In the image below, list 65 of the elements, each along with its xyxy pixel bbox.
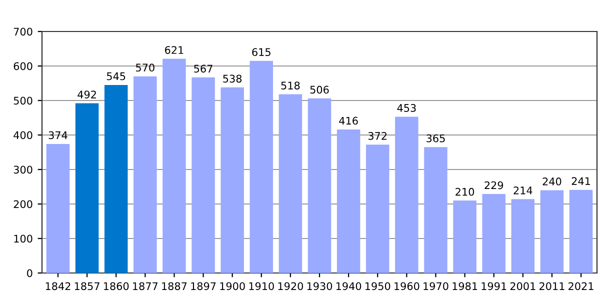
data-label: 372 xyxy=(368,132,387,140)
data-label: 374 xyxy=(48,131,68,140)
x-tick-label: 1940 xyxy=(336,282,362,290)
x-tick-label: 2021 xyxy=(568,282,594,290)
x-tick-label: 1960 xyxy=(394,282,420,290)
data-label: 621 xyxy=(165,46,184,54)
x-tick-label: 1877 xyxy=(133,282,158,290)
x-tick-label: 1910 xyxy=(249,282,274,290)
data-label: 210 xyxy=(456,188,474,196)
x-tick-label: 1857 xyxy=(74,282,100,290)
bar xyxy=(46,144,70,273)
data-label: 518 xyxy=(281,82,300,90)
x-tick-label: 1887 xyxy=(162,282,187,290)
x-tick-label: 1842 xyxy=(46,282,70,290)
bar xyxy=(104,84,128,273)
bar xyxy=(540,190,564,273)
y-tick-label: 600 xyxy=(14,62,32,70)
bar xyxy=(395,116,418,273)
data-label: 365 xyxy=(426,134,445,142)
x-tick-label: 1991 xyxy=(482,282,506,290)
x-tick-label: 1930 xyxy=(307,282,332,290)
bar xyxy=(511,199,535,273)
bar xyxy=(453,200,476,273)
x-tick-label: 1897 xyxy=(191,282,216,290)
y-tick-label: 0 xyxy=(27,269,32,278)
x-tick-label: 2001 xyxy=(510,282,536,290)
x-tick-label: 1920 xyxy=(278,282,304,290)
bar xyxy=(308,98,332,273)
bar xyxy=(75,103,99,273)
data-label: 567 xyxy=(194,64,212,73)
data-label: 538 xyxy=(223,74,242,83)
x-tick-label: 1950 xyxy=(366,282,390,290)
y-tick-label: 100 xyxy=(14,234,32,243)
bar xyxy=(192,77,215,273)
data-label: 615 xyxy=(252,48,270,56)
data-label: 241 xyxy=(572,177,590,185)
bar xyxy=(162,58,186,273)
y-tick-label: 300 xyxy=(14,166,32,174)
bar xyxy=(220,87,244,273)
bar xyxy=(569,190,593,273)
data-label: 545 xyxy=(106,72,126,80)
x-tick-label: 1981 xyxy=(452,282,478,290)
bar xyxy=(482,194,506,273)
x-tick-label: 1900 xyxy=(220,282,245,290)
bar xyxy=(366,144,390,273)
bar xyxy=(424,147,448,273)
y-tick-label: 500 xyxy=(14,96,32,105)
bar xyxy=(250,60,274,273)
data-label: 240 xyxy=(542,178,562,186)
data-label: 416 xyxy=(339,116,358,125)
data-label: 214 xyxy=(514,186,532,194)
x-tick-label: 2011 xyxy=(539,282,564,290)
bar xyxy=(336,129,360,273)
data-label: 506 xyxy=(310,86,329,94)
y-tick-label: 700 xyxy=(14,28,32,36)
data-label: 492 xyxy=(78,90,96,98)
data-label: 229 xyxy=(484,181,504,190)
y-tick-label: 400 xyxy=(14,131,32,140)
bar xyxy=(278,94,302,273)
y-tick-label: 200 xyxy=(14,200,32,208)
data-label: 453 xyxy=(397,104,416,112)
x-tick-label: 1860 xyxy=(104,282,129,290)
x-tick-label: 1970 xyxy=(424,282,448,290)
data-label: 570 xyxy=(136,64,154,72)
bar xyxy=(134,76,157,273)
